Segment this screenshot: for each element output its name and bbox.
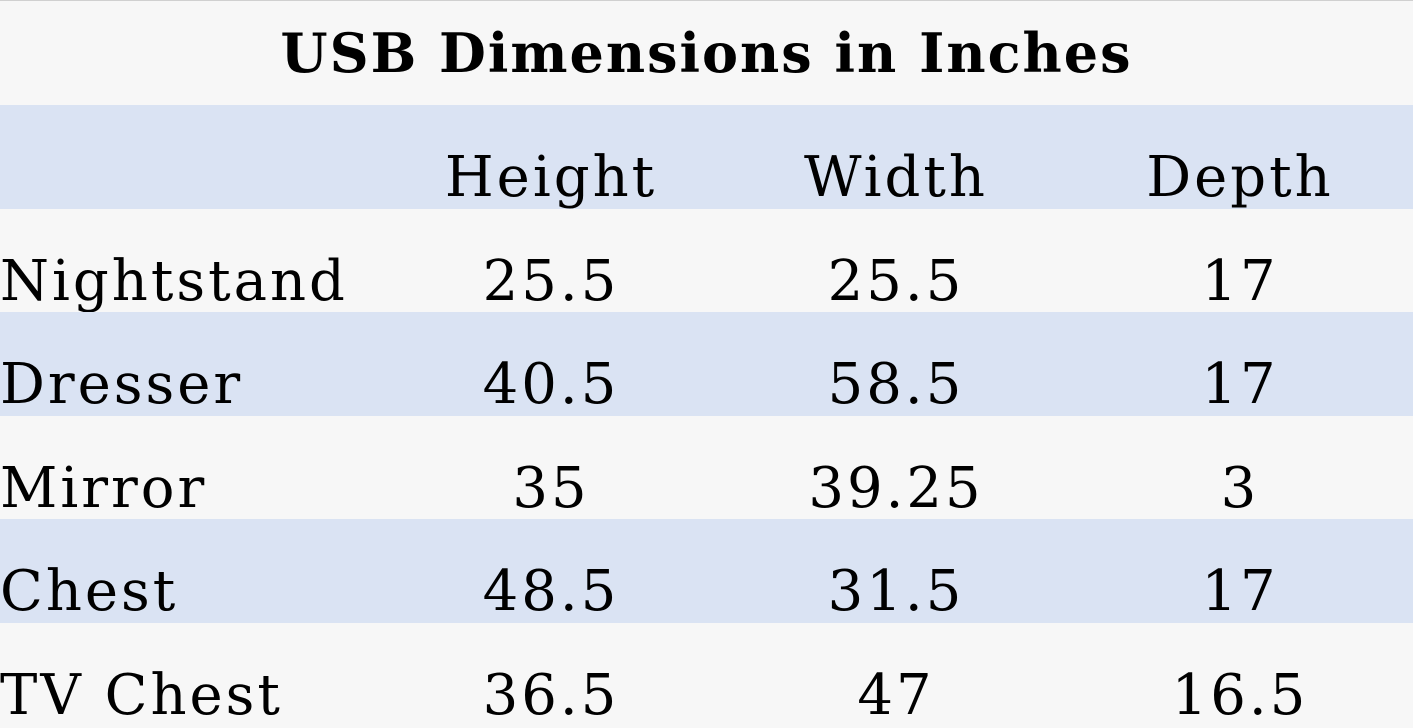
table-cell: 17 [1201, 352, 1279, 417]
header-row [0, 105, 1413, 209]
row-band [0, 519, 1413, 623]
table-title: USB Dimensions in Inches [280, 21, 1133, 85]
row-band [0, 312, 1413, 416]
table-cell: 36.5 [482, 662, 620, 728]
table-cell: 31.5 [827, 559, 965, 624]
table-cell: 17 [1201, 559, 1279, 624]
table-cell: 35 [512, 455, 590, 521]
row-label: Dresser [0, 352, 244, 417]
table-cell: 58.5 [827, 352, 965, 417]
table-cell: 16.5 [1171, 662, 1309, 728]
table-cell: 48.5 [482, 559, 620, 624]
column-header: Width [804, 145, 988, 210]
row-label: Mirror [0, 455, 208, 521]
table-cell: 3 [1220, 455, 1260, 521]
row-label: Chest [0, 559, 179, 624]
table-cell: 39.25 [808, 455, 984, 521]
table-cell: 17 [1201, 248, 1279, 314]
column-header: Depth [1146, 145, 1334, 210]
row-label: Nightstand [0, 248, 348, 314]
row-label: TV Chest [0, 662, 283, 728]
table-cell: 40.5 [482, 352, 620, 417]
table-cell: 47 [857, 662, 935, 728]
column-header: Height [444, 145, 658, 210]
table-cell: 25.5 [827, 248, 965, 314]
table-cell: 25.5 [482, 248, 620, 314]
